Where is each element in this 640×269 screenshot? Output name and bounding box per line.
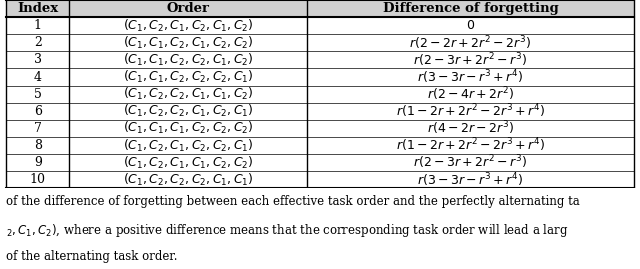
Text: $_2,C_1,C_2)$, where a positive difference means that the corresponding task ord: $_2,C_1,C_2)$, where a positive differen… (6, 222, 569, 239)
Text: 3: 3 (34, 54, 42, 66)
Text: 4: 4 (34, 70, 42, 84)
Text: $r\left(3-3r-r^3+r^4\right)$: $r\left(3-3r-r^3+r^4\right)$ (417, 68, 524, 86)
Bar (6, 0, 634, 17)
Text: $r\left(2-3r+2r^2-r^3\right)$: $r\left(2-3r+2r^2-r^3\right)$ (413, 154, 528, 171)
Bar (6, 103, 634, 120)
Bar (6, 154, 634, 171)
Text: of the difference of forgetting between each effective task order and the perfec: of the difference of forgetting between … (6, 195, 580, 208)
Bar (6, 171, 634, 188)
Bar (6, 120, 634, 137)
Text: $(C_1,C_1,C_1,C_2,C_2,C_2)$: $(C_1,C_1,C_1,C_2,C_2,C_2)$ (123, 120, 253, 136)
Bar (6, 51, 634, 69)
Text: $(C_1,C_1,C_2,C_2,C_2,C_1)$: $(C_1,C_1,C_2,C_2,C_2,C_1)$ (123, 69, 253, 85)
Text: $r\left(4-2r-2r^3\right)$: $r\left(4-2r-2r^3\right)$ (427, 120, 514, 137)
Text: 2: 2 (34, 36, 42, 49)
Text: $(C_1,C_1,C_2,C_1,C_2,C_2)$: $(C_1,C_1,C_2,C_1,C_2,C_2)$ (123, 35, 253, 51)
Text: $r\left(1-2r+2r^2-2r^3+r^4\right)$: $r\left(1-2r+2r^2-2r^3+r^4\right)$ (396, 102, 545, 120)
Bar (6, 34, 634, 51)
Bar (6, 17, 634, 34)
Text: 1: 1 (34, 19, 42, 32)
Text: 8: 8 (34, 139, 42, 152)
Text: 7: 7 (34, 122, 42, 135)
Bar (6, 86, 634, 103)
Text: $(C_1,C_2,C_2,C_1,C_1,C_2)$: $(C_1,C_2,C_2,C_1,C_1,C_2)$ (123, 86, 253, 102)
Text: of the alternating task order.: of the alternating task order. (6, 250, 178, 263)
Text: $r\left(2-3r+2r^2-r^3\right)$: $r\left(2-3r+2r^2-r^3\right)$ (413, 51, 528, 69)
Bar (6, 69, 634, 86)
Text: Index: Index (17, 2, 58, 15)
Text: $(C_1,C_2,C_2,C_2,C_1,C_1)$: $(C_1,C_2,C_2,C_2,C_1,C_1)$ (123, 172, 253, 188)
Text: $(C_1,C_2,C_1,C_2,C_2,C_1)$: $(C_1,C_2,C_1,C_2,C_2,C_1)$ (123, 137, 253, 154)
Text: 10: 10 (30, 173, 46, 186)
Text: Order: Order (167, 2, 210, 15)
Text: $r\left(2-2r+2r^2-2r^3\right)$: $r\left(2-2r+2r^2-2r^3\right)$ (410, 34, 532, 52)
Text: $(C_1,C_2,C_1,C_1,C_2,C_2)$: $(C_1,C_2,C_1,C_1,C_2,C_2)$ (123, 155, 253, 171)
Text: 6: 6 (34, 105, 42, 118)
Text: $r\left(2-4r+2r^2\right)$: $r\left(2-4r+2r^2\right)$ (427, 85, 514, 103)
Text: $r\left(3-3r-r^3+r^4\right)$: $r\left(3-3r-r^3+r^4\right)$ (417, 171, 524, 189)
Text: $r\left(1-2r+2r^2-2r^3+r^4\right)$: $r\left(1-2r+2r^2-2r^3+r^4\right)$ (396, 137, 545, 154)
Text: $(C_1,C_1,C_2,C_2,C_1,C_2)$: $(C_1,C_1,C_2,C_2,C_1,C_2)$ (123, 52, 253, 68)
Text: $0$: $0$ (466, 19, 475, 32)
Text: $(C_1,C_2,C_1,C_2,C_1,C_2)$: $(C_1,C_2,C_1,C_2,C_1,C_2)$ (123, 18, 253, 34)
Text: $(C_1,C_2,C_2,C_1,C_2,C_1)$: $(C_1,C_2,C_2,C_1,C_2,C_1)$ (123, 103, 253, 119)
Bar (6, 137, 634, 154)
Text: 9: 9 (34, 156, 42, 169)
Text: Difference of forgetting: Difference of forgetting (383, 2, 559, 15)
Text: 5: 5 (34, 88, 42, 101)
